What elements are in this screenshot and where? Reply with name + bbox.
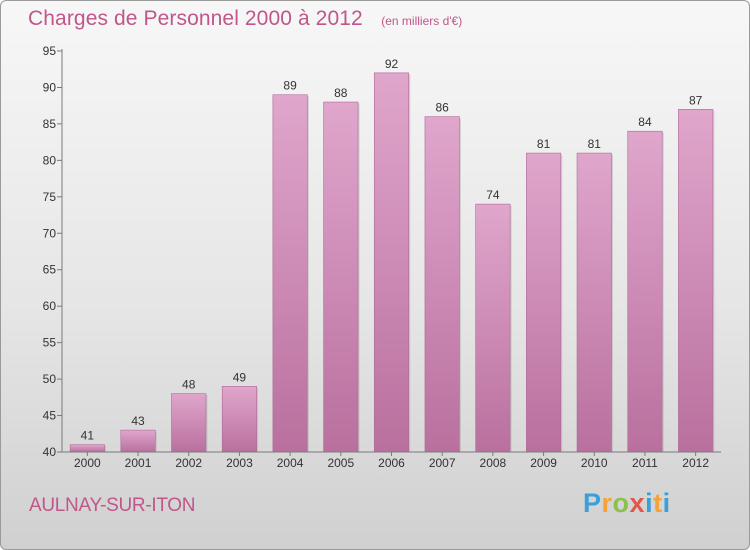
bar	[627, 130, 663, 453]
bar-value-label: 81	[537, 137, 551, 151]
x-axis: 2000 2001 2002 2003 2004 2005 2006 2007 2008 2009…	[62, 451, 721, 470]
bar	[678, 109, 714, 453]
x-tick-label: 2011	[632, 456, 658, 470]
bar-value-label: 81	[588, 137, 602, 151]
y-tick-label: 50	[43, 372, 57, 386]
bar-value-label: 41	[81, 429, 95, 443]
y-tick-label: 80	[43, 153, 57, 167]
bar	[373, 72, 410, 453]
bar	[323, 101, 359, 453]
chart-title-block: Charges de Personnel 2000 à 2012 (en mil…	[28, 7, 462, 31]
y-tick-label: 90	[43, 80, 57, 94]
x-tick-label: 2002	[175, 456, 202, 470]
y-tick-label: 45	[43, 409, 57, 423]
bar	[171, 393, 207, 453]
x-tick-label: 2009	[530, 456, 557, 470]
chart-subtitle: (en milliers d'€)	[381, 14, 463, 28]
x-tick-label: 2007	[429, 456, 456, 470]
y-tick-label: 85	[43, 117, 57, 131]
bar-value-label: 86	[436, 101, 450, 115]
bar-value-label: 43	[131, 414, 145, 428]
bar	[272, 94, 308, 453]
x-tick-label: 2010	[581, 456, 608, 470]
bar	[424, 116, 460, 453]
bar-value-label: 74	[486, 188, 500, 202]
bar-value-label: 88	[334, 86, 348, 100]
x-tick-label: 2006	[378, 456, 405, 470]
bar-value-label: 84	[638, 115, 652, 129]
x-tick-label: 2012	[682, 456, 709, 470]
y-tick-label: 40	[43, 445, 57, 459]
y-tick-label: 65	[43, 263, 57, 277]
y-tick-label: 60	[43, 299, 57, 313]
x-tick-label: 2005	[327, 456, 354, 470]
bar	[69, 444, 105, 453]
y-axis: 40 45 50 55 60 65 70 75 80 85 90 95	[43, 44, 63, 459]
bar-value-label: 92	[385, 57, 399, 71]
bar	[221, 386, 257, 453]
bar-value-label: 87	[689, 93, 703, 107]
bar	[120, 429, 156, 453]
x-tick-label: 2008	[480, 456, 507, 470]
bar	[576, 152, 612, 453]
x-tick-label: 2004	[277, 456, 304, 470]
y-tick-label: 55	[43, 336, 57, 350]
bar-value-label: 49	[233, 370, 247, 384]
y-tick-label: 95	[43, 44, 57, 58]
x-tick-label: 2000	[74, 456, 101, 470]
proxiti-logo: Proxiti	[583, 488, 671, 518]
x-tick-label: 2003	[226, 456, 253, 470]
y-tick-label: 75	[43, 190, 57, 204]
chart-title: Charges de Personnel 2000 à 2012	[28, 7, 363, 30]
x-tick-label: 2001	[125, 456, 152, 470]
bar-value-label: 89	[283, 79, 297, 93]
bar	[475, 203, 511, 453]
bar-value-label: 48	[182, 378, 196, 392]
bars: 41 43 48 49 89 88 92 86 74 81 81 84 87	[69, 57, 715, 453]
y-tick-label: 70	[43, 226, 57, 240]
bar	[526, 152, 562, 453]
commune-name: AULNAY-SUR-ITON	[29, 495, 196, 516]
